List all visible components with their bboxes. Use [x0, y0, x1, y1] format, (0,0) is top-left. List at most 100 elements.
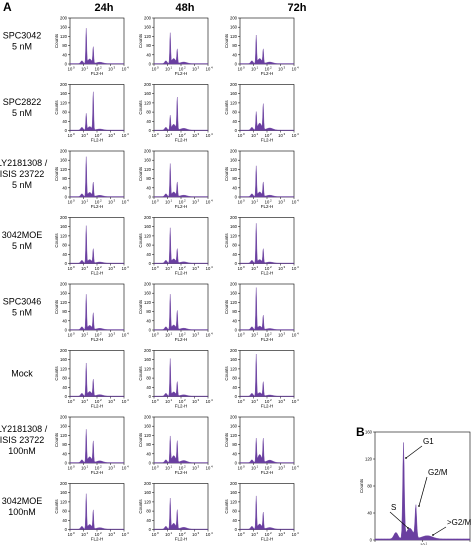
- x-tick-exponent: 0: [243, 265, 245, 269]
- y-tick-label: 120: [230, 433, 238, 438]
- x-tick-label: 10: [108, 266, 113, 271]
- x-tick-label: 10: [152, 133, 157, 138]
- panel-b-histogram: 0 40 80 120 160 Counts 10 1 G1 G2/M S >G2/M: [359, 430, 472, 545]
- x-tick-label: 10: [165, 466, 170, 471]
- x-tick-label: 10: [81, 266, 86, 271]
- x-tick-label: 10: [68, 399, 73, 404]
- x-axis-label: FL2-H: [91, 271, 104, 276]
- y-tick-label: 40: [62, 318, 67, 323]
- y-tick-label: 80: [62, 43, 67, 48]
- y-tick-label: 160: [60, 291, 68, 296]
- y-tick-label: 80: [62, 442, 67, 447]
- x-tick-exponent: 0: [243, 66, 245, 70]
- x-tick-label: 10: [152, 333, 157, 338]
- y-tick-label: 120: [230, 300, 238, 305]
- x-tick-exponent: 2: [270, 132, 272, 136]
- x-tick-exponent: 4: [297, 531, 299, 535]
- x-tick-exponent: 3: [198, 332, 200, 336]
- x-tick-exponent: 1: [171, 66, 173, 70]
- plot-frame: [239, 150, 295, 198]
- x-tick-label: 10: [238, 466, 243, 471]
- y-tick-label: 160: [230, 357, 238, 362]
- y-tick-label: 0: [149, 461, 152, 466]
- y-tick-label: 200: [60, 215, 68, 220]
- y-tick-label: 160: [60, 424, 68, 429]
- annotation-s-arrowhead: [407, 527, 409, 529]
- x-tick-exponent: 1: [87, 465, 89, 469]
- x-tick-exponent: 1: [257, 398, 259, 402]
- y-tick-label: 40: [232, 119, 237, 124]
- y-tick-label: 80: [62, 176, 67, 181]
- y-axis-label: Counts: [224, 100, 229, 115]
- panel-a-letter: A: [3, 0, 12, 14]
- x-tick-label: 10: [192, 399, 197, 404]
- x-tick-label: 10: [179, 399, 184, 404]
- annotation-gt-g2m: >G2/M: [447, 518, 472, 527]
- plot-frame: [153, 483, 209, 530]
- x-tick-label: 10: [165, 67, 170, 72]
- histogram-area: [239, 223, 295, 264]
- y-tick-label: 80: [232, 43, 237, 48]
- plot-frame: [153, 17, 209, 65]
- y-tick-label: 0: [235, 128, 238, 133]
- x-axis-label: FL2-H: [261, 404, 274, 409]
- x-axis-label: FL2-H: [91, 337, 104, 342]
- y-tick-label: 120: [230, 34, 238, 39]
- y-tick-label: 160: [60, 158, 68, 163]
- x-tick-label: 10: [192, 266, 197, 271]
- y-axis-label: Counts: [138, 100, 143, 115]
- y-tick-label: 160: [230, 224, 238, 229]
- x-tick-exponent: 0: [73, 531, 75, 535]
- annotation-s: S: [391, 503, 396, 512]
- x-tick-label: 10: [278, 133, 283, 138]
- x-tick-exponent: 0: [157, 265, 159, 269]
- x-tick-exponent: 4: [127, 199, 129, 203]
- x-tick-label: 10: [179, 532, 184, 537]
- row-label-3-1: 5 nM: [12, 241, 32, 251]
- x-tick-label: 10: [192, 333, 197, 338]
- y-tick-label: 0: [65, 394, 68, 399]
- x-tick-exponent: 3: [284, 132, 286, 136]
- x-tick-exponent: 1: [87, 199, 89, 203]
- plot-frame: [239, 217, 295, 264]
- x-tick-label: 10: [192, 466, 197, 471]
- x-tick-exponent: 3: [114, 531, 116, 535]
- y-tick-label: 40: [232, 385, 237, 390]
- plot-frame: [153, 150, 209, 198]
- y-tick-label: 80: [232, 376, 237, 381]
- x-tick-exponent: 2: [184, 199, 186, 203]
- histogram-area: [239, 165, 295, 198]
- y-tick-label: 0: [370, 538, 373, 543]
- x-tick-label: 10: [68, 333, 73, 338]
- y-tick-label: 40: [62, 451, 67, 456]
- y-tick-label: 40: [232, 451, 237, 456]
- y-tick-label: 0: [65, 195, 68, 200]
- x-tick-exponent: 1: [257, 332, 259, 336]
- x-tick-exponent: 2: [184, 398, 186, 402]
- y-tick-label: 120: [230, 499, 238, 504]
- y-tick-label: 120: [144, 34, 152, 39]
- row-label-0-0: SPC3042: [3, 31, 42, 41]
- x-tick-exponent: 2: [100, 265, 102, 269]
- y-tick-label: 160: [365, 430, 373, 435]
- plot-frame: [239, 483, 295, 530]
- x-tick-label: 10: [68, 67, 73, 72]
- x-tick-exponent: 3: [284, 531, 286, 535]
- x-tick-exponent: 0: [73, 465, 75, 469]
- y-axis-label: Counts: [224, 166, 229, 181]
- histogram-area: [69, 156, 125, 198]
- plot-frame: [239, 84, 295, 131]
- x-tick-label: 10: [265, 532, 270, 537]
- x-tick-exponent: 2: [100, 398, 102, 402]
- annotation-g1-arrowhead: [405, 457, 407, 459]
- x-tick-label: 10: [122, 399, 127, 404]
- y-tick-label: 120: [60, 167, 68, 172]
- x-tick-exponent: 2: [270, 66, 272, 70]
- x-tick-exponent: 3: [198, 398, 200, 402]
- x-tick-exponent: 2: [270, 199, 272, 203]
